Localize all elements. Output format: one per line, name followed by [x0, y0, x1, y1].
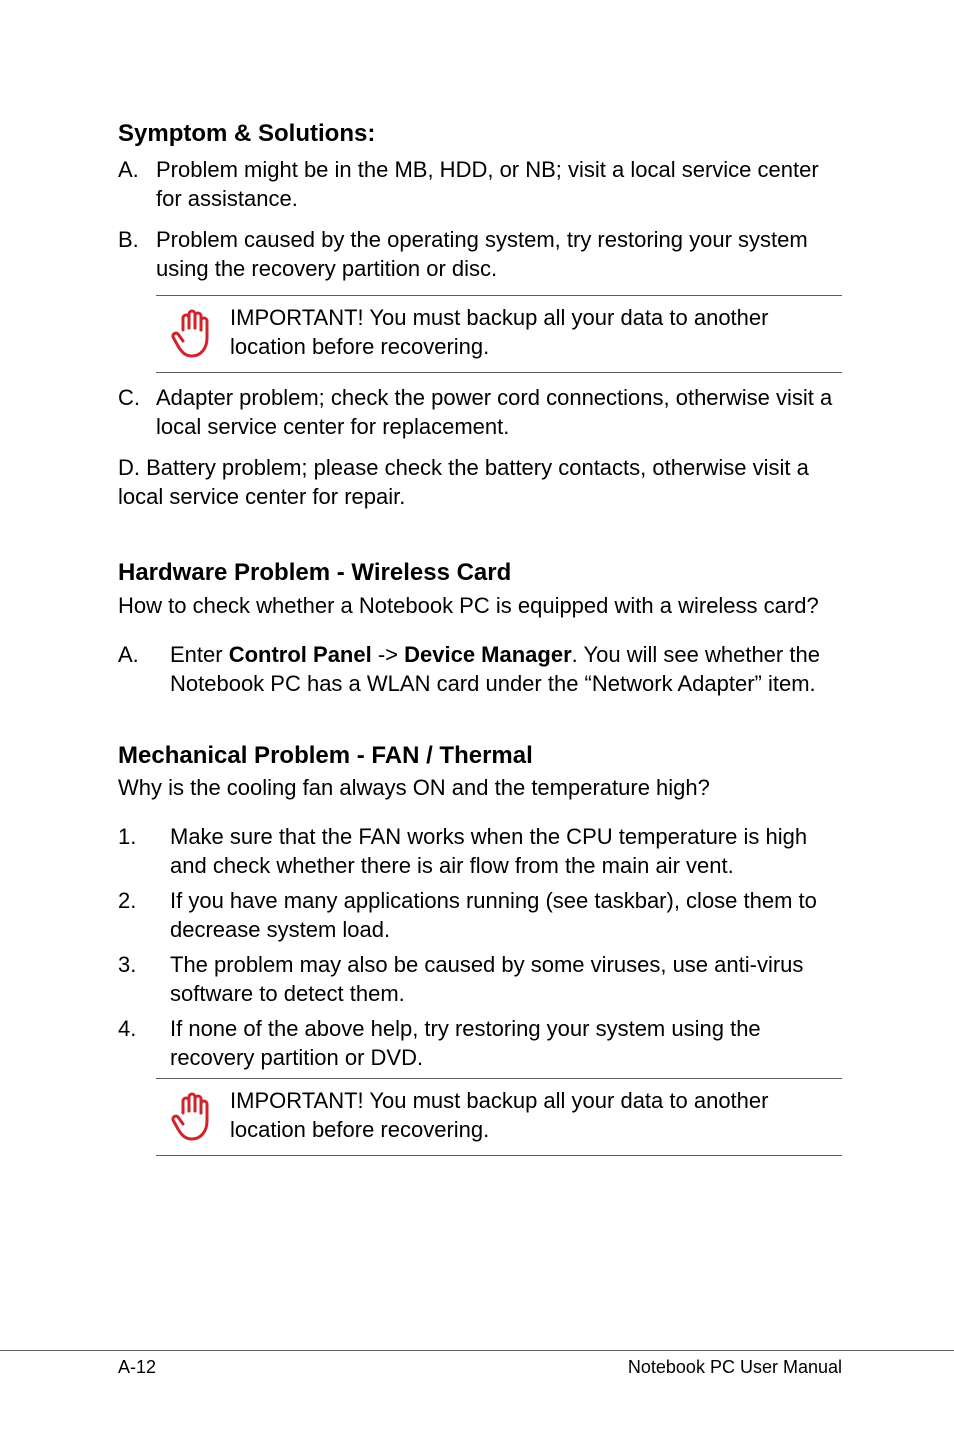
- hand-stop-icon: [156, 1087, 230, 1145]
- list-text: Adapter problem; check the power cord co…: [156, 383, 842, 441]
- answer-mid: ->: [372, 642, 404, 667]
- important-callout: IMPORTANT! You must backup all your data…: [156, 295, 842, 373]
- answer-marker: A.: [118, 640, 170, 698]
- wireless-answer: A. Enter Control Panel -> Device Manager…: [118, 640, 842, 698]
- page-footer: A-12 Notebook PC User Manual: [0, 1350, 954, 1378]
- answer-lead: Enter: [170, 642, 229, 667]
- fan-section: Mechanical Problem - FAN / Thermal Why i…: [118, 740, 842, 1156]
- fan-question: Why is the cooling fan always ON and the…: [118, 773, 842, 802]
- list-text: Problem caused by the operating system, …: [156, 225, 842, 283]
- list-item: 3. The problem may also be caused by som…: [118, 950, 842, 1008]
- list-item: D. Battery problem; please check the bat…: [118, 453, 842, 511]
- list-item: 1. Make sure that the FAN works when the…: [118, 822, 842, 880]
- list-text: If you have many applications running (s…: [170, 886, 842, 944]
- fan-steps: 1. Make sure that the FAN works when the…: [118, 822, 842, 1072]
- fan-heading: Mechanical Problem - FAN / Thermal: [118, 740, 842, 771]
- list-marker: B.: [118, 225, 156, 283]
- list-text: Problem might be in the MB, HDD, or NB; …: [156, 155, 842, 213]
- callout-text: IMPORTANT! You must backup all your data…: [230, 1087, 842, 1144]
- footer-left: A-12: [118, 1357, 156, 1378]
- list-marker: A.: [118, 155, 156, 213]
- answer-text: Enter Control Panel -> Device Manager. Y…: [170, 640, 842, 698]
- symptom-list: A. Problem might be in the MB, HDD, or N…: [118, 155, 842, 283]
- answer-bold1: Control Panel: [229, 642, 372, 667]
- hand-stop-icon: [156, 304, 230, 362]
- wireless-question: How to check whether a Notebook PC is eq…: [118, 591, 842, 620]
- list-item: B. Problem caused by the operating syste…: [118, 225, 842, 283]
- callout-text: IMPORTANT! You must backup all your data…: [230, 304, 842, 361]
- list-marker: 2.: [118, 886, 170, 944]
- list-item: 2. If you have many applications running…: [118, 886, 842, 944]
- list-text-inline: Battery problem; please check the batter…: [118, 455, 809, 509]
- list-text: The problem may also be caused by some v…: [170, 950, 842, 1008]
- important-callout: IMPORTANT! You must backup all your data…: [156, 1078, 842, 1156]
- list-marker-inline: D.: [118, 455, 146, 480]
- answer-bold2: Device Manager: [404, 642, 572, 667]
- symptom-list-2: C. Adapter problem; check the power cord…: [118, 383, 842, 511]
- footer-right: Notebook PC User Manual: [628, 1357, 842, 1378]
- symptom-heading: Symptom & Solutions:: [118, 118, 842, 149]
- list-text: Make sure that the FAN works when the CP…: [170, 822, 842, 880]
- symptom-solutions-section: Symptom & Solutions: A. Problem might be…: [118, 118, 842, 511]
- list-item: 4. If none of the above help, try restor…: [118, 1014, 842, 1072]
- list-item: C. Adapter problem; check the power cord…: [118, 383, 842, 441]
- wireless-heading: Hardware Problem - Wireless Card: [118, 557, 842, 588]
- list-text: If none of the above help, try restoring…: [170, 1014, 842, 1072]
- list-marker: C.: [118, 383, 156, 441]
- list-marker: 1.: [118, 822, 170, 880]
- list-item: A. Problem might be in the MB, HDD, or N…: [118, 155, 842, 213]
- wireless-section: Hardware Problem - Wireless Card How to …: [118, 557, 842, 697]
- list-marker: 4.: [118, 1014, 170, 1072]
- list-marker: 3.: [118, 950, 170, 1008]
- list-text: D. Battery problem; please check the bat…: [118, 453, 842, 511]
